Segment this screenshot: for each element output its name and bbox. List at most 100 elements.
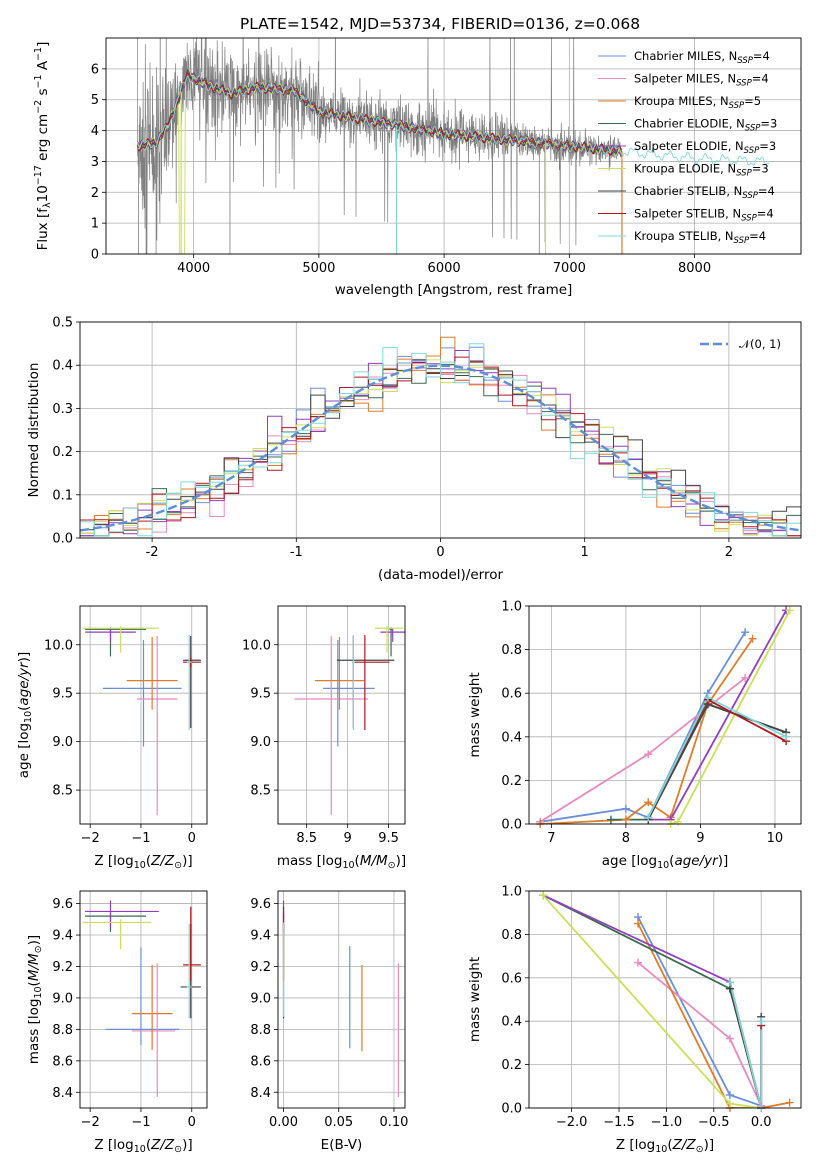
series-marker [633,919,642,928]
errorbar-point [131,963,175,1097]
x-tick-label: 7000 [553,261,586,276]
legend-entry: Chabrier ELODIE, NSSP=3 [634,117,777,134]
y-axis-label: age [log10(age/yr)] [16,652,34,778]
y-tick-label: 9.0 [52,991,73,1006]
legend-entry: Kroupa STELIB, NSSP=4 [634,229,766,246]
series-line [648,609,787,821]
axes-age_vs_mass: 8.5 9 9.5 8.5 9.0 9.5 10.0 mass [log10(M/M⊙)] [242,605,406,871]
legend-entry: 𝒩(0, 1) [739,337,781,351]
series-line [542,894,763,1108]
y-tick-label: 1 [91,217,99,232]
errorbar-point [82,626,159,653]
model-spectrum-line [136,69,623,156]
y-tick-label: 1.0 [501,885,522,900]
x-tick-label: −1.5 [603,1115,635,1130]
series-marker [725,1099,734,1108]
y-tick-label: 0.6 [501,971,522,986]
axes-mass_weight_vs_Z: −2.0 −1.5 −1.0 −0.5 0.0 0.0 0.2 0.4 0.6 0.8 1.0 Z [… [467,885,802,1155]
series-marker [725,1034,734,1043]
histogram-legend: 𝒩(0, 1) [700,337,781,351]
x-tick-label: 0 [188,1115,196,1130]
axes-residuals: -2 -1 0 1 2 0.0 0.1 0.2 0.3 0.4 0.5 (data-model)/er… [26,316,802,583]
grid-lines [278,606,405,824]
y-axis-label: mass weight [467,957,483,1042]
series-line [540,638,754,824]
y-tick-label: 9.2 [250,960,271,975]
x-tick-label: 8000 [678,261,711,276]
y-axis-label: mass weight [467,672,483,757]
errorbar-point [183,636,201,729]
x-tick-label: 8.5 [296,831,317,846]
x-axis-label: Z [log10(Z/Z⊙)] [616,1137,714,1155]
x-tick-label: 1 [581,545,589,560]
x-tick-label: 0 [436,545,444,560]
grid-lines [80,891,207,1108]
y-tick-label: 0.2 [501,774,522,789]
series-line [637,923,790,1108]
x-tick-label: 6000 [428,261,461,276]
grid-lines [529,605,801,825]
x-tick-label: 0.0 [751,1115,772,1130]
series-marker [674,817,683,826]
y-tick-label: 5 [91,93,99,108]
y-tick-label: 0.6 [501,687,522,702]
histogram-series [80,343,801,537]
series-line [540,631,746,823]
x-axis-label: Z [log10(Z/Z⊙)] [94,853,192,871]
y-tick-label: 8.6 [52,1054,73,1069]
series-marker [725,1090,734,1099]
y-tick-label: 9.2 [52,960,73,975]
x-tick-label: 5000 [302,261,335,276]
y-tick-label: 0.3 [52,402,73,417]
series-marker [644,813,653,822]
series-line [729,981,763,1108]
plot-area [282,900,399,1097]
grid-lines [529,890,801,1109]
series-marker [621,815,630,824]
errorbar-point [82,919,152,950]
y-tick-label: 0.0 [501,818,522,833]
errorbar-point [85,628,136,642]
x-tick-label: −2 [81,831,100,846]
y-tick-label: 0.4 [501,730,522,745]
axes-mass_weight_vs_age: 7 8 9 10 0.0 0.2 0.4 0.6 0.8 1.0 age [log10(age/yr… [467,600,802,871]
series-marker [757,1017,766,1026]
axes-frame [528,890,802,1109]
y-tick-label: 10.0 [242,638,271,653]
x-tick-label: −2 [81,1115,100,1130]
spectrum-legend: Chabrier MILES, NSSP=4 Salpeter MILES, NS… [598,49,777,246]
y-tick-label: 3 [91,155,99,170]
y-tick-label: 9.5 [250,687,271,702]
y-tick-label: 0.0 [501,1102,522,1117]
y-axis-label: Normed distribution [26,363,42,498]
axes-frame [105,37,802,255]
errorbar-point [136,636,178,816]
plot-area [294,626,405,816]
y-tick-label: 9.4 [52,929,73,944]
y-tick-label: 9.0 [250,991,271,1006]
x-tick-label: −0.5 [698,1115,730,1130]
y-tick-label: 8.5 [52,784,73,799]
plot-area [82,626,201,816]
y-tick-label: 0 [91,248,99,263]
x-tick-label: 0.05 [324,1115,353,1130]
errorbar-point [374,626,404,653]
axes-frame [79,890,208,1109]
x-tick-label: 2 [725,545,733,560]
x-tick-label: −1.0 [651,1115,683,1130]
y-axis-label: Flux [fλ10−17 erg cm−2 s−1 A−1] [33,42,53,251]
series-line [542,894,762,1108]
series-line [637,916,762,1107]
series-marker [785,1098,794,1107]
y-tick-label: 0.5 [52,316,73,331]
errorbar-point [131,964,173,1050]
y-tick-label: 0.0 [52,532,73,547]
x-tick-label: 0.10 [379,1115,408,1130]
errorbar-point [183,906,201,981]
y-tick-label: 0.8 [501,928,522,943]
x-tick-label: -2 [146,545,159,560]
grid-lines [278,891,405,1108]
y-tick-label: 0.4 [501,1015,522,1030]
y-tick-label: 0.4 [52,359,73,374]
y-tick-label: 4 [91,124,99,139]
